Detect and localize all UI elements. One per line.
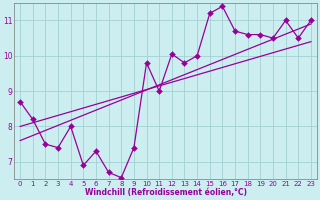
X-axis label: Windchill (Refroidissement éolien,°C): Windchill (Refroidissement éolien,°C) xyxy=(84,188,246,197)
